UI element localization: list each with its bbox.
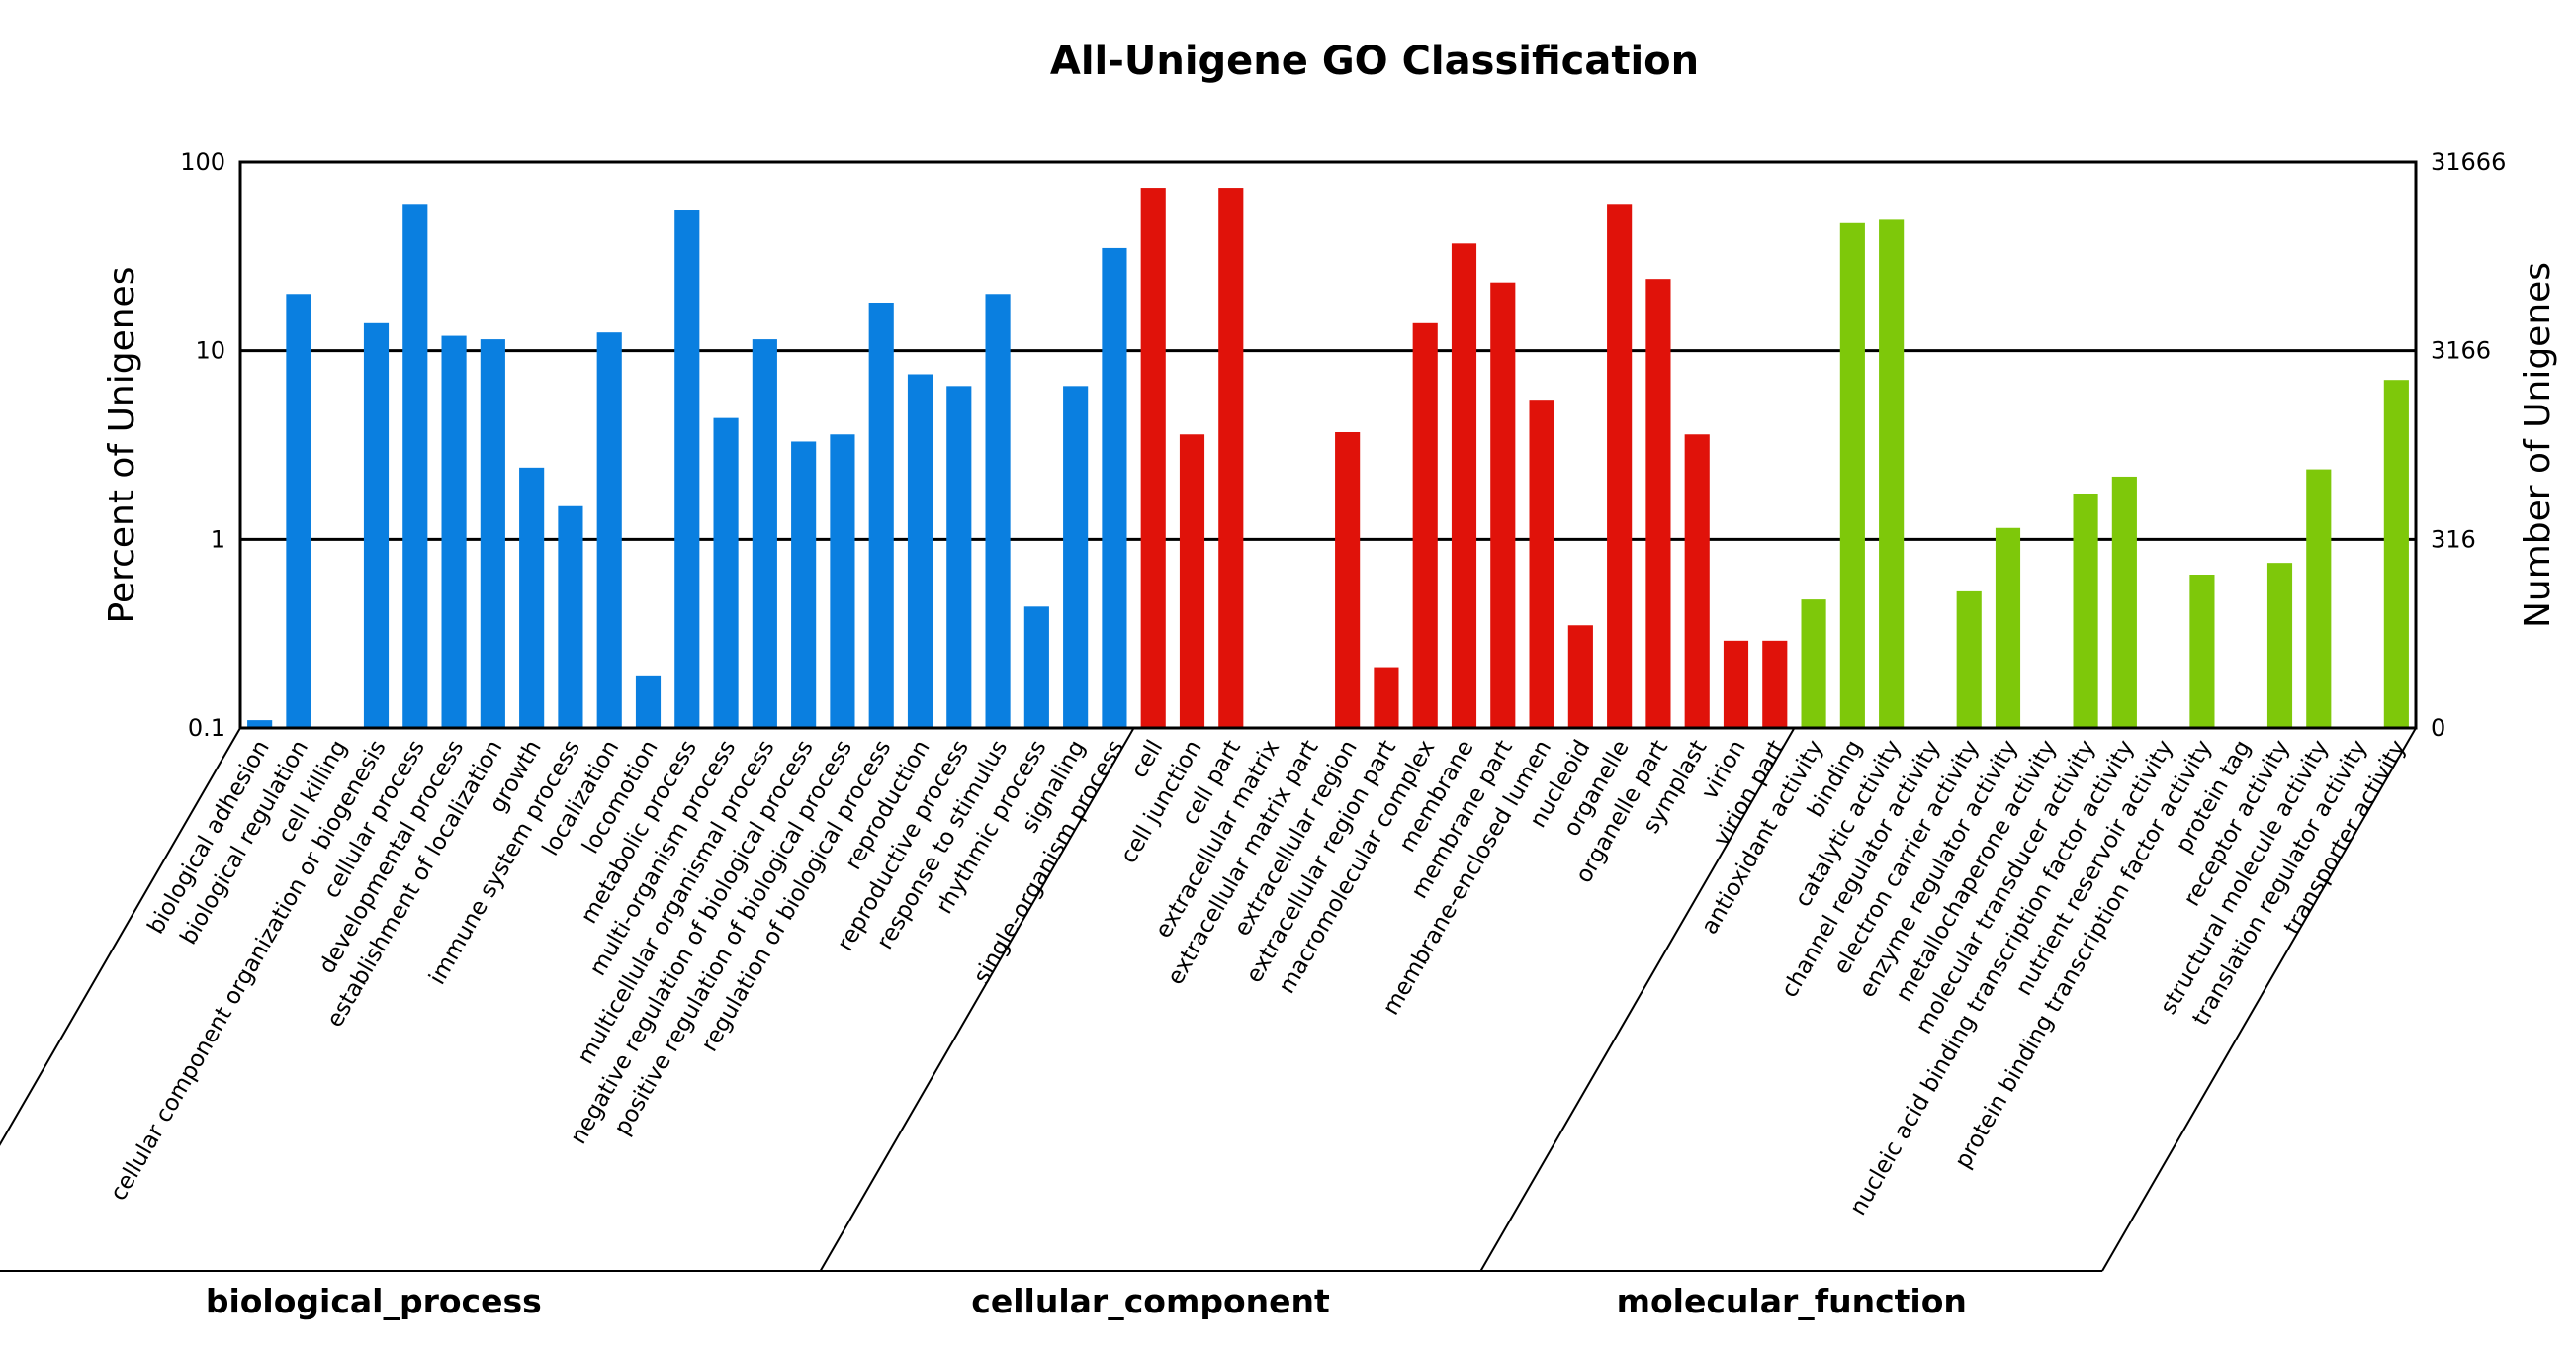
bar: [519, 467, 545, 728]
bar: [2189, 575, 2215, 728]
bar: [907, 374, 933, 728]
bar: [2111, 476, 2137, 728]
bar: [1023, 606, 1049, 728]
bar: [1218, 188, 1244, 729]
y-tick-label-left: 1: [211, 525, 225, 553]
bar: [1140, 188, 1166, 729]
plot-frame: [238, 160, 2418, 730]
y-tick-label-right: 3166: [2431, 337, 2491, 365]
group-separator: [0, 727, 241, 1146]
bar: [558, 505, 583, 728]
bar: [2306, 469, 2332, 728]
bar: [441, 335, 467, 728]
bar: [1567, 625, 1593, 728]
bar: [868, 302, 894, 728]
bar: [1490, 282, 1516, 728]
bar: [1451, 243, 1477, 729]
group-brackets: [0, 727, 2417, 1272]
bar: [2266, 563, 2293, 728]
y-tick-label-right: 316: [2431, 525, 2476, 553]
bar: [363, 322, 390, 728]
group-label: molecular_function: [1617, 1282, 1967, 1320]
bar: [247, 720, 273, 728]
bar: [830, 434, 855, 728]
bar: [596, 332, 622, 728]
y-tick-label-left: 0.1: [188, 714, 225, 742]
bars: [247, 188, 2409, 729]
group-separator: [1479, 727, 1796, 1272]
chart-title: All-Unigene GO Classification: [1050, 39, 1699, 84]
bar: [1374, 667, 1399, 728]
bar: [791, 441, 817, 728]
bar: [1179, 434, 1205, 728]
bar: [286, 294, 311, 728]
bar: [2383, 380, 2409, 728]
bar: [1762, 640, 1788, 728]
bar: [1801, 599, 1826, 728]
group-separator: [2101, 727, 2417, 1272]
bar: [1839, 222, 1865, 728]
bar: [752, 339, 777, 728]
bar: [985, 294, 1011, 728]
bar: [1529, 400, 1554, 728]
bar: [1723, 640, 1749, 728]
y-tick-label-left: 100: [180, 148, 225, 176]
bar: [635, 675, 662, 728]
bar: [1956, 590, 1982, 728]
y-tick-label-left: 10: [195, 337, 225, 365]
group-labels: biological_process cellular_component mole…: [206, 1282, 1967, 1320]
y-axis-label-left: Percent of Unigenes: [102, 267, 142, 624]
axis-ticks: 0.1 0 1 316 10 3166 100 31666: [180, 148, 2506, 742]
bar: [1607, 204, 1633, 728]
y-tick-label-right: 31666: [2431, 148, 2506, 176]
group-label: cellular_component: [971, 1282, 1330, 1320]
bar: [1995, 527, 2021, 728]
bar: [1412, 322, 1438, 728]
bar: [946, 386, 972, 728]
y-axis-label-right: Number of Unigenes: [2518, 262, 2558, 628]
bar: [402, 204, 428, 728]
group-separator: [819, 727, 1135, 1272]
bar: [1879, 219, 1905, 729]
y-tick-label-right: 0: [2431, 714, 2445, 742]
category-label: cellular component organization or bioge…: [106, 736, 392, 1205]
bar: [1335, 431, 1361, 728]
bar: [1102, 247, 1127, 728]
bar: [674, 210, 700, 728]
bar: [1063, 386, 1089, 728]
bar: [713, 417, 739, 728]
group-label: biological_process: [206, 1282, 542, 1320]
bar: [480, 339, 505, 728]
bar: [1645, 279, 1671, 728]
bar: [2073, 493, 2098, 728]
bar: [1684, 434, 1710, 728]
